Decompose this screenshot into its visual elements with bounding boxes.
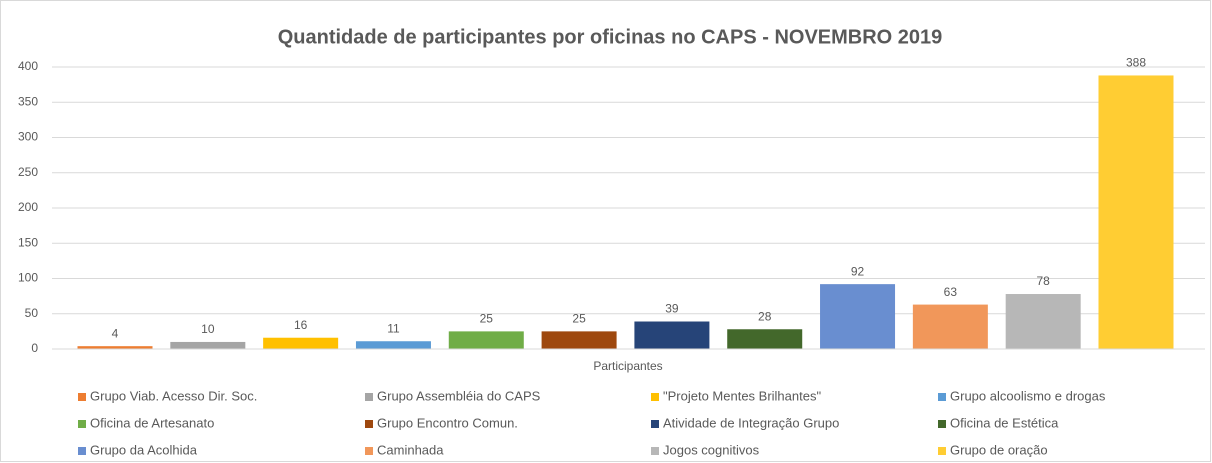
- bar: [1005, 294, 1081, 349]
- data-label: 28: [758, 309, 772, 323]
- data-label: 25: [572, 312, 586, 326]
- bar: [77, 346, 153, 349]
- legend-label: Caminhada: [377, 442, 444, 457]
- legend-label: Jogos cognitivos: [663, 442, 760, 457]
- data-label: 25: [480, 312, 494, 326]
- legend-label: Oficina de Artesanato: [90, 415, 214, 430]
- bar: [912, 304, 988, 349]
- legend-label: Grupo da Acolhida: [90, 442, 198, 457]
- legend-swatch: [938, 420, 946, 428]
- legend-label: Grupo Viab. Acesso Dir. Soc.: [90, 388, 257, 403]
- legend-label: Oficina de Estética: [950, 415, 1059, 430]
- legend-label: Grupo Encontro Comun.: [377, 415, 518, 430]
- x-tick-label: Participantes: [593, 359, 662, 373]
- bar: [541, 331, 617, 349]
- bar: [355, 341, 431, 349]
- legend-swatch: [365, 447, 373, 455]
- legend-swatch: [938, 393, 946, 401]
- legend-swatch: [651, 447, 659, 455]
- data-label: 39: [665, 302, 679, 316]
- data-label: 78: [1036, 274, 1050, 288]
- legend-swatch: [365, 420, 373, 428]
- y-tick-label: 250: [18, 165, 38, 179]
- bar: [448, 331, 524, 349]
- bar: [1098, 75, 1174, 350]
- legend-label: "Projeto Mentes Brilhantes": [663, 388, 821, 403]
- y-tick-label: 150: [18, 235, 38, 249]
- legend-swatch: [651, 420, 659, 428]
- legend-swatch: [938, 447, 946, 455]
- bar: [170, 341, 246, 349]
- data-label: 10: [201, 322, 215, 336]
- bar: [634, 321, 710, 349]
- bar: [820, 284, 896, 349]
- bar: [727, 329, 803, 349]
- y-tick-label: 100: [18, 271, 38, 285]
- data-label: 16: [294, 318, 308, 332]
- legend-label: Grupo de oração: [950, 442, 1048, 457]
- y-tick-label: 0: [31, 341, 38, 355]
- legend-swatch: [78, 393, 86, 401]
- data-label: 63: [944, 285, 958, 299]
- y-tick-label: 400: [18, 59, 38, 73]
- data-label: 92: [851, 264, 865, 278]
- legend-swatch: [78, 447, 86, 455]
- y-tick-label: 300: [18, 130, 38, 144]
- y-tick-label: 50: [25, 306, 39, 320]
- legend-swatch: [78, 420, 86, 428]
- legend-swatch: [651, 393, 659, 401]
- chart-title: Quantidade de participantes por oficinas…: [278, 26, 943, 48]
- y-tick-label: 350: [18, 94, 38, 108]
- legend-swatch: [365, 393, 373, 401]
- data-label: 4: [112, 326, 119, 340]
- y-tick-label: 200: [18, 200, 38, 214]
- data-label: 11: [387, 321, 400, 335]
- bar: [263, 337, 339, 349]
- legend-label: Grupo alcoolismo e drogas: [950, 388, 1106, 403]
- legend-label: Grupo Assembléia do CAPS: [377, 388, 541, 403]
- legend-label: Atividade de Integração Grupo: [663, 415, 839, 430]
- data-label: 388: [1126, 56, 1146, 70]
